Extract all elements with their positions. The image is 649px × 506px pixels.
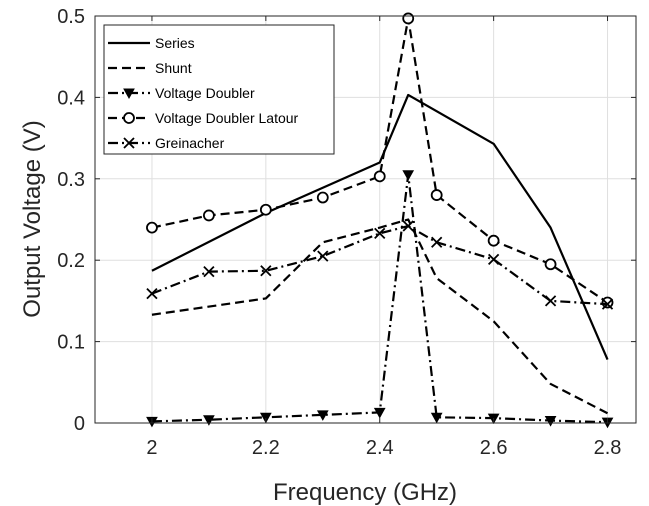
x-tick-label: 2.8: [594, 437, 622, 459]
series-line: [151, 218, 609, 415]
series-voltage-doubler-latour: [146, 12, 614, 309]
data-point: [402, 170, 415, 181]
series-greinacher: [146, 220, 614, 310]
data-point: [373, 170, 386, 183]
data-point: [430, 189, 443, 201]
data-point: [601, 296, 614, 309]
x-tick-label: 2: [146, 437, 157, 459]
data-point: [146, 221, 158, 234]
y-axis-title: Output Voltage (V): [19, 120, 46, 317]
x-tick-label: 2.6: [480, 437, 508, 459]
data-point: [374, 227, 386, 239]
series-shunt: [151, 218, 609, 415]
y-tick-label: 0.4: [57, 87, 85, 109]
data-point: [402, 12, 415, 25]
data-point: [402, 220, 414, 232]
x-axis-title: Frequency (GHz): [273, 479, 457, 506]
data-point: [544, 258, 557, 271]
legend-marker-sample: [123, 137, 135, 149]
axis-ticks: 2 2.2 2.4 2.6 2.8 0 0.1 0.2 0.3 0.4 0.5: [57, 6, 636, 459]
y-tick-label: 0.1: [57, 332, 85, 354]
series-line: [151, 17, 609, 304]
data-point: [203, 265, 215, 278]
x-tick-label: 2.2: [252, 437, 280, 459]
legend-marker-sample: [123, 112, 135, 124]
legend: Series Shunt Voltage Doubler Voltage Double…: [103, 24, 335, 155]
data-point: [487, 234, 500, 247]
legend-label: Shunt: [155, 60, 192, 76]
data-point: [203, 415, 215, 426]
legend-label: Voltage Doubler: [155, 85, 255, 101]
data-point: [430, 412, 443, 424]
legend-label: Greinacher: [155, 135, 225, 151]
legend-label: Voltage Doubler Latour: [155, 110, 299, 126]
data-point: [202, 209, 215, 222]
y-tick-label: 0: [74, 413, 85, 435]
y-tick-label: 0.2: [57, 250, 85, 272]
data-point: [316, 191, 329, 204]
data-point: [544, 295, 557, 307]
y-tick-label: 0.5: [57, 6, 85, 28]
data-point: [431, 236, 443, 248]
data-point: [601, 298, 614, 310]
series-line: [151, 224, 608, 306]
data-point: [487, 253, 500, 266]
data-point: [146, 287, 158, 300]
legend-marker-sample: [123, 88, 135, 100]
legend-label: Series: [155, 35, 195, 51]
data-point: [259, 203, 272, 216]
x-tick-label: 2.4: [366, 437, 394, 459]
data-point: [316, 410, 329, 421]
series-line: [151, 173, 608, 424]
legend-box: [103, 24, 335, 155]
data-point: [544, 416, 557, 427]
data-point: [259, 412, 272, 424]
data-point: [260, 265, 272, 277]
y-tick-label: 0.3: [57, 169, 85, 191]
plot-frame: [94, 15, 637, 424]
data-point: [317, 250, 329, 262]
data-point: [373, 407, 386, 419]
